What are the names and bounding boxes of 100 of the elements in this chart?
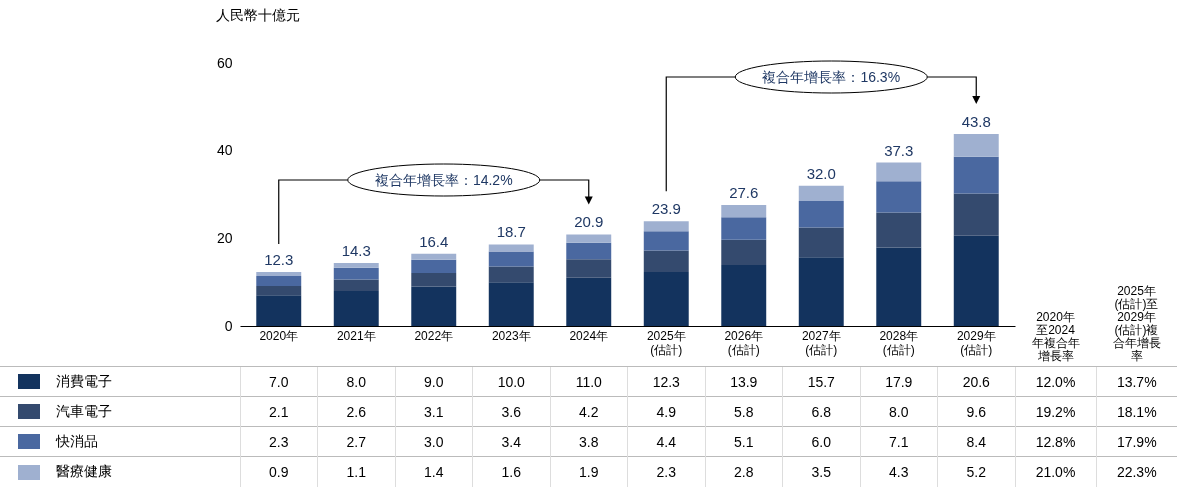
bar (953, 134, 999, 157)
bar (798, 201, 844, 228)
data-label: 12.3 (627, 366, 705, 397)
y-tick-label: 0 (224, 317, 233, 334)
data-label: 1.6 (472, 456, 550, 487)
x-tick-label: 2024年 (569, 328, 609, 343)
x-tick-label: 2029年 (估計) (956, 328, 996, 357)
bar (566, 242, 612, 260)
x-tick-label: 2023年 (491, 328, 531, 343)
bar (256, 295, 302, 326)
total-label: 37.3 (884, 141, 914, 159)
data-label: 4.9 (627, 396, 705, 427)
data-label: 5.1 (705, 426, 783, 457)
bar (721, 217, 767, 240)
data-label: 2.6 (317, 396, 395, 427)
data-label: 10.0 (472, 366, 550, 397)
y-tick-label: 60 (216, 54, 233, 71)
data-label: 6.8 (782, 396, 860, 427)
x-tick-label: 2025年 (估計) (646, 328, 686, 357)
y-tick-label: 40 (216, 142, 233, 159)
bar (566, 259, 612, 278)
bar (643, 250, 689, 273)
data-label: 5.8 (705, 396, 783, 427)
bar (953, 235, 999, 326)
bar (876, 247, 922, 326)
text: 2020年至2024年複合年增長率 (1030, 310, 1081, 363)
data-label: 1.9 (550, 456, 628, 487)
data-label: 8.0 (860, 396, 938, 427)
bar (488, 266, 534, 283)
text: 13.7% (1096, 366, 1177, 397)
data-label: 8.4 (937, 426, 1015, 457)
data-label: 15.7 (782, 366, 860, 397)
bar (566, 234, 612, 243)
text: 19.2% (1015, 396, 1096, 427)
data-label: 1.4 (395, 456, 473, 487)
x-tick-label: 2021年 (336, 328, 376, 343)
bar (411, 253, 457, 260)
data-label: 4.4 (627, 426, 705, 457)
text: 18.1% (1096, 396, 1177, 427)
total-label: 16.4 (419, 232, 449, 250)
data-label: 3.4 (472, 426, 550, 457)
bar (798, 257, 844, 326)
data-label: 2.1 (240, 396, 318, 427)
bar (333, 290, 379, 326)
bar (876, 162, 922, 182)
text: 17.9% (1096, 426, 1177, 457)
total-label: 20.9 (574, 213, 604, 231)
data-label: 9.0 (395, 366, 473, 397)
x-tick-label: 2022年 (414, 328, 454, 343)
data-label: 7.1 (860, 426, 938, 457)
data-label: 11.0 (550, 366, 628, 397)
legend-label: 汽車電子 (0, 396, 240, 427)
annotation: 複合年增長率：14.2% (374, 172, 513, 188)
bar (411, 272, 457, 287)
bar (721, 239, 767, 266)
bar (798, 227, 844, 258)
x-tick-label: 2020年 (259, 328, 299, 343)
bar (643, 231, 689, 251)
total-label: 27.6 (729, 184, 759, 202)
x-tick-label: 2028年 (估計) (879, 328, 919, 357)
legend-label: 快消品 (0, 426, 240, 457)
bar (488, 282, 534, 326)
legend-label: 醫療健康 (0, 456, 240, 487)
data-label: 3.0 (395, 426, 473, 457)
bar (876, 212, 922, 248)
text: 2025年(估計)至2029年(估計)複合年增長率 (1111, 284, 1162, 363)
bar (488, 244, 534, 252)
annotation: 複合年增長率：16.3% (762, 69, 901, 85)
total-label: 23.9 (651, 200, 681, 218)
bar (256, 286, 302, 296)
data-label: 3.6 (472, 396, 550, 427)
data-label: 8.0 (317, 366, 395, 397)
data-label: 3.1 (395, 396, 473, 427)
data-label: 7.0 (240, 366, 318, 397)
bar (721, 205, 767, 218)
bar (411, 286, 457, 326)
bar (953, 193, 999, 236)
bar (876, 181, 922, 213)
data-label: 1.1 (317, 456, 395, 487)
data-label: 3.5 (782, 456, 860, 487)
text: 12.0% (1015, 366, 1096, 397)
y-tick-label: 20 (216, 229, 233, 246)
data-label: 2.8 (705, 456, 783, 487)
bar (411, 259, 457, 273)
data-label: 2.3 (240, 426, 318, 457)
data-label: 6.0 (782, 426, 860, 457)
data-label: 17.9 (860, 366, 938, 397)
x-tick-label: 2027年 (估計) (801, 328, 841, 357)
data-label: 0.9 (240, 456, 318, 487)
bar (953, 156, 999, 194)
total-label: 14.3 (341, 241, 371, 259)
bar (566, 277, 612, 326)
data-label: 9.6 (937, 396, 1015, 427)
x-tick-label: 2026年 (估計) (724, 328, 764, 357)
total-label: 32.0 (806, 164, 836, 182)
bar (721, 265, 767, 326)
text: 21.0% (1015, 456, 1096, 487)
bar (333, 267, 379, 280)
bar (256, 276, 302, 287)
text: 22.3% (1096, 456, 1177, 487)
